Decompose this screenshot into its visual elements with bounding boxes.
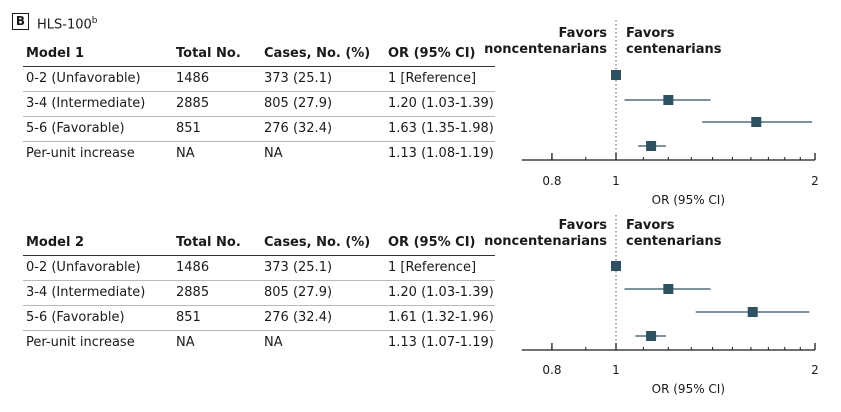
row-total: NA <box>176 335 195 350</box>
or-point-marker <box>611 70 621 80</box>
or-point-marker <box>646 141 657 151</box>
row-total: 851 <box>176 121 201 136</box>
row-total: 2885 <box>176 285 210 300</box>
x-tick-label: 2 <box>811 363 819 377</box>
row-label: 5-6 (Favorable) <box>26 121 125 136</box>
table-row: 3-4 (Intermediate) 2885 805 (27.9) 1.20 … <box>23 281 495 306</box>
row-label: 3-4 (Intermediate) <box>26 285 146 300</box>
row-total: 1486 <box>176 260 210 275</box>
or-point-marker <box>663 95 674 105</box>
x-axis-label: OR (95% CI) <box>652 193 725 207</box>
row-or: 1.20 (1.03-1.39) <box>388 96 494 111</box>
favors-centenarians-label-1: Favors centenarians <box>626 26 722 57</box>
row-cases: 373 (25.1) <box>264 71 333 86</box>
or-point-marker <box>751 117 762 127</box>
favors-noncentenarians-label-1: Favors noncentenarians <box>484 26 607 57</box>
col-or-header: OR (95% CI) <box>388 235 476 250</box>
model-1-table: Model 1 Total No. Cases, No. (%) OR (95%… <box>23 42 495 166</box>
x-tick-label: 1 <box>612 174 620 188</box>
or-point-marker <box>747 307 758 317</box>
row-total: 851 <box>176 310 201 325</box>
row-cases: 276 (32.4) <box>264 121 333 136</box>
col-cases-header: Cases, No. (%) <box>264 235 371 250</box>
row-or: 1 [Reference] <box>388 71 477 86</box>
row-total: 1486 <box>176 71 210 86</box>
row-cases: 805 (27.9) <box>264 285 333 300</box>
table-row: Per-unit increase NA NA 1.13 (1.07-1.19) <box>23 331 495 355</box>
table-header: Model 1 Total No. Cases, No. (%) OR (95%… <box>23 42 495 67</box>
table-row: 0-2 (Unfavorable) 1486 373 (25.1) 1 [Ref… <box>23 67 495 92</box>
col-total-header: Total No. <box>176 46 241 61</box>
or-point-marker <box>663 284 674 294</box>
row-cases: 276 (32.4) <box>264 310 333 325</box>
row-cases: NA <box>264 335 283 350</box>
or-point-marker <box>611 261 621 271</box>
table-row: Per-unit increase NA NA 1.13 (1.08-1.19) <box>23 142 495 166</box>
row-or: 1.63 (1.35-1.98) <box>388 121 494 136</box>
row-or: 1.13 (1.08-1.19) <box>388 146 494 161</box>
col-cases-header: Cases, No. (%) <box>264 46 371 61</box>
row-total: NA <box>176 146 195 161</box>
row-cases: NA <box>264 146 283 161</box>
favors-noncentenarians-label-2: Favors noncentenarians <box>484 218 607 249</box>
row-label: 3-4 (Intermediate) <box>26 96 146 111</box>
row-cases: 805 (27.9) <box>264 96 333 111</box>
table-row: 5-6 (Favorable) 851 276 (32.4) 1.61 (1.3… <box>23 306 495 331</box>
row-or: 1 [Reference] <box>388 260 477 275</box>
x-tick-label: 0.8 <box>542 363 561 377</box>
row-label: Per-unit increase <box>26 335 135 350</box>
row-or: 1.13 (1.07-1.19) <box>388 335 494 350</box>
row-or: 1.20 (1.03-1.39) <box>388 285 494 300</box>
x-tick-label: 1 <box>612 363 620 377</box>
model-name: Model 2 <box>26 235 85 250</box>
x-tick-label: 0.8 <box>542 174 561 188</box>
col-total-header: Total No. <box>176 235 241 250</box>
or-point-marker <box>646 331 657 341</box>
row-label: 0-2 (Unfavorable) <box>26 71 141 86</box>
panel-letter: B <box>12 13 29 30</box>
favors-centenarians-label-2: Favors centenarians <box>626 218 722 249</box>
row-total: 2885 <box>176 96 210 111</box>
row-label: 0-2 (Unfavorable) <box>26 260 141 275</box>
table-header: Model 2 Total No. Cases, No. (%) OR (95%… <box>23 231 495 256</box>
table-row: 0-2 (Unfavorable) 1486 373 (25.1) 1 [Ref… <box>23 256 495 281</box>
x-tick-label: 2 <box>811 174 819 188</box>
x-axis-label: OR (95% CI) <box>652 382 725 396</box>
panel-title: HLS-100b <box>37 16 98 33</box>
model-name: Model 1 <box>26 46 85 61</box>
model-2-table: Model 2 Total No. Cases, No. (%) OR (95%… <box>23 231 495 355</box>
row-or: 1.61 (1.32-1.96) <box>388 310 494 325</box>
row-cases: 373 (25.1) <box>264 260 333 275</box>
table-row: 3-4 (Intermediate) 2885 805 (27.9) 1.20 … <box>23 92 495 117</box>
table-row: 5-6 (Favorable) 851 276 (32.4) 1.63 (1.3… <box>23 117 495 142</box>
col-or-header: OR (95% CI) <box>388 46 476 61</box>
row-label: Per-unit increase <box>26 146 135 161</box>
row-label: 5-6 (Favorable) <box>26 310 125 325</box>
